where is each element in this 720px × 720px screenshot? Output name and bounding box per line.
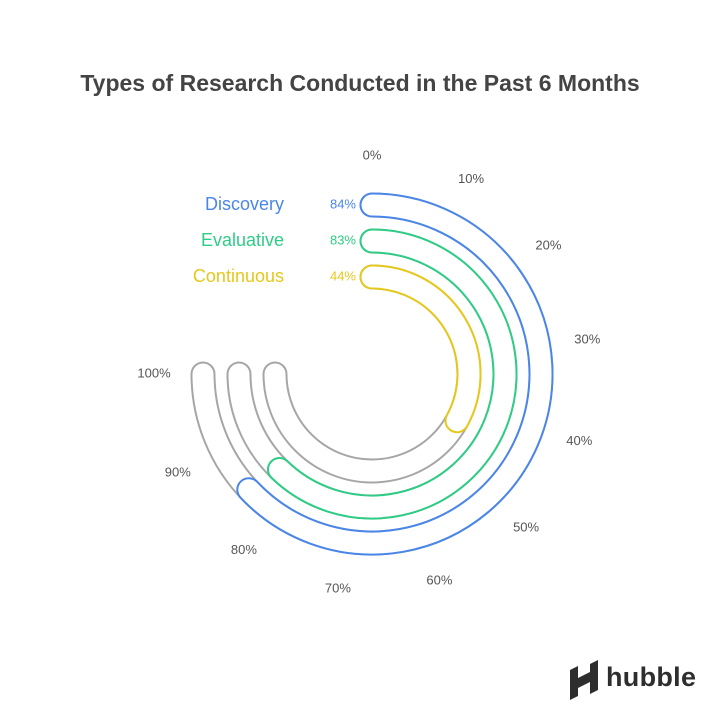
value-label-continuous: 44% [330, 268, 356, 283]
legend: Discovery 84% Evaluative 83% Continuous 44% [193, 194, 357, 286]
bar-inner-continuous [361, 266, 480, 432]
tick-label: 50% [513, 520, 539, 535]
tick-label: 90% [165, 464, 191, 479]
tick-label: 40% [566, 433, 592, 448]
tick-label: 100% [137, 365, 171, 380]
hubble-logo: hubble [566, 660, 706, 702]
tick-label: 30% [574, 331, 600, 346]
tick-label: 80% [231, 542, 257, 557]
legend-name-evaluative: Evaluative [201, 230, 284, 250]
bar-inner-evaluative [268, 230, 516, 518]
tick-label-group: 0% 10% 20% 30% 40% 50% 60% 70% 80% 90% 100% [137, 147, 600, 595]
bar-group [236, 192, 554, 556]
tick-label: 60% [426, 573, 452, 588]
bar-inner-discovery [238, 194, 552, 554]
legend-name-discovery: Discovery [205, 194, 284, 214]
tick-label: 70% [325, 581, 351, 596]
brand-name: hubble [606, 662, 697, 692]
tick-label: 20% [535, 237, 561, 252]
hubble-logo-icon [570, 660, 598, 700]
chart-title: Types of Research Conducted in the Past … [80, 70, 640, 96]
legend-name-continuous: Continuous [193, 266, 284, 286]
value-label-discovery: 84% [330, 196, 356, 211]
tick-label: 0% [363, 147, 382, 162]
tick-label: 10% [458, 171, 484, 186]
value-label-evaluative: 83% [330, 232, 356, 247]
